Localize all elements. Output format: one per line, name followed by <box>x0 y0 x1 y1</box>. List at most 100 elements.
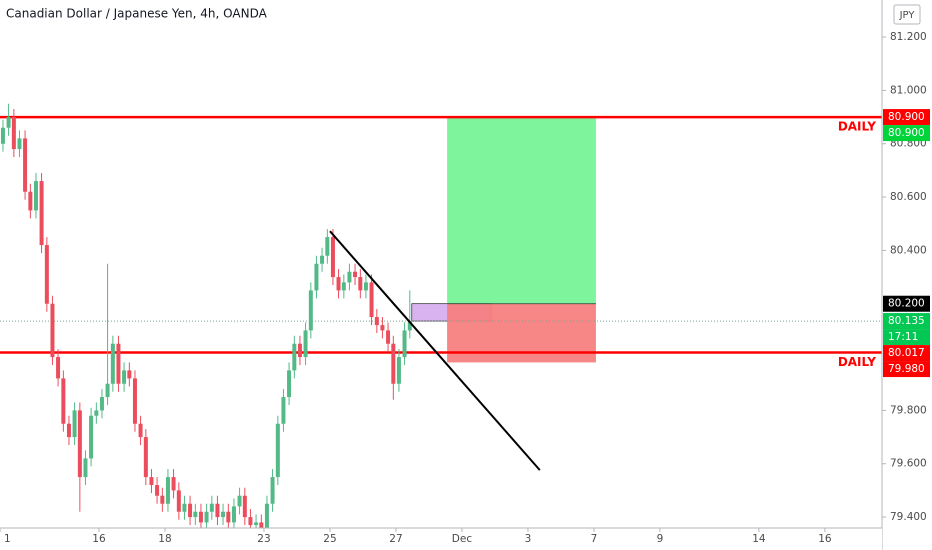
candle-body <box>308 290 313 331</box>
candle-body <box>143 437 148 478</box>
candle-body <box>380 325 385 331</box>
candle-body <box>402 330 407 358</box>
y-tick-label: 79.800 <box>890 404 927 416</box>
candle-body <box>275 423 280 478</box>
x-tick-label: 1 <box>4 533 11 545</box>
candle-body <box>105 383 110 398</box>
candle-body <box>320 255 325 264</box>
level-label: DAILY <box>838 355 876 369</box>
candle-body <box>231 506 236 523</box>
candle-body <box>165 477 170 504</box>
candle-body <box>341 282 346 291</box>
candle-body <box>226 511 231 523</box>
x-tick-label: 14 <box>752 533 766 545</box>
y-tick-label: 81.200 <box>890 31 927 43</box>
candle-body <box>132 378 137 424</box>
candle-body <box>188 503 193 518</box>
y-tick-label: 79.400 <box>890 511 927 523</box>
x-tick-label: 7 <box>591 533 598 545</box>
x-tick-label: 27 <box>389 533 402 545</box>
candle-body <box>149 477 154 486</box>
trend-line <box>329 230 541 471</box>
price-axis <box>882 0 932 550</box>
currency-box[interactable] <box>893 4 921 25</box>
candle-body <box>66 423 71 438</box>
x-tick-label: 16 <box>92 533 106 545</box>
countdown: 17:11 <box>888 331 918 343</box>
candle-body <box>61 378 66 424</box>
level-label: DAILY <box>838 120 876 134</box>
candle-body <box>94 410 99 416</box>
currency[interactable]: JPY <box>899 10 916 21</box>
x-tick-label: 23 <box>257 533 270 545</box>
x-tick-label: 25 <box>323 533 336 545</box>
candle-body <box>270 477 275 504</box>
y-tick-label: 80.400 <box>890 244 927 256</box>
candle-body <box>155 485 160 496</box>
price-tag-box <box>883 361 930 378</box>
y-tick-label: 79.600 <box>890 458 927 470</box>
candle-body <box>347 271 352 283</box>
candle-body <box>72 410 77 438</box>
candle-body <box>287 370 292 398</box>
candle-body <box>89 415 94 459</box>
plot-area: DAILY DAILY <box>0 103 882 536</box>
candle-body <box>182 503 187 512</box>
candle-body <box>204 511 209 523</box>
candle-body <box>336 277 341 291</box>
candle-body <box>116 343 121 384</box>
price-tag: 79.980 <box>888 363 925 375</box>
candle-body <box>242 495 247 518</box>
price-tag-box <box>883 109 930 126</box>
price-tag-box <box>883 345 930 362</box>
candle-body <box>83 458 88 478</box>
candle-body <box>353 271 358 278</box>
price-tag: 80.200 <box>888 298 925 310</box>
candle-body <box>198 511 203 523</box>
candle-body <box>44 245 49 304</box>
candle-body <box>160 495 165 504</box>
candle-body <box>110 343 115 384</box>
candle-body <box>363 282 368 291</box>
candle-body <box>386 330 391 344</box>
candle-body <box>248 517 253 526</box>
candle-body <box>325 237 330 256</box>
y-tick-label: 80.600 <box>890 191 927 203</box>
x-tick-label: 18 <box>158 533 171 545</box>
candle-body <box>28 191 33 211</box>
candle-body <box>17 138 22 150</box>
candle-body <box>254 522 259 526</box>
candle-body <box>39 181 44 246</box>
candle-body <box>209 503 214 512</box>
candle-body <box>358 277 363 291</box>
candle-body <box>23 138 28 192</box>
x-tick-label: Dec <box>452 533 473 545</box>
price-tag-box <box>883 313 930 330</box>
candle-body <box>264 503 269 528</box>
candle-body <box>50 303 55 358</box>
candle-body <box>292 343 297 371</box>
candle-body <box>6 117 11 128</box>
target-zone <box>447 117 596 304</box>
x-tick-label: 3 <box>525 533 532 545</box>
price-tag-box <box>883 295 930 312</box>
candle-body <box>99 397 104 411</box>
candle-body <box>11 117 16 150</box>
candle-body <box>0 127 5 144</box>
candle-body <box>407 321 412 331</box>
price-tag: 80.017 <box>888 347 925 359</box>
x-tick-label: 16 <box>818 533 832 545</box>
candle-body <box>374 317 379 326</box>
price-tag: 80.900 <box>888 111 925 123</box>
candle-body <box>176 490 181 512</box>
candle-body <box>122 370 127 384</box>
candle-body <box>127 370 132 379</box>
price-tag: 80.900 <box>888 127 925 139</box>
candle-body <box>396 357 401 384</box>
axes: 81.20081.00080.80080.60080.40079.80079.6… <box>0 31 930 545</box>
time-axis <box>0 528 882 550</box>
candle-body <box>330 237 335 278</box>
candle-body <box>391 343 396 384</box>
candle-body <box>138 423 143 438</box>
